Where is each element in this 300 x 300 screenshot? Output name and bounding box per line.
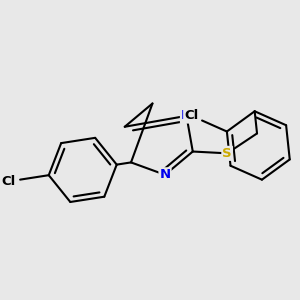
Text: Cl: Cl bbox=[184, 109, 198, 122]
Text: Cl: Cl bbox=[2, 175, 16, 188]
Text: S: S bbox=[222, 147, 232, 160]
Text: N: N bbox=[160, 168, 171, 181]
Text: N: N bbox=[181, 110, 192, 122]
